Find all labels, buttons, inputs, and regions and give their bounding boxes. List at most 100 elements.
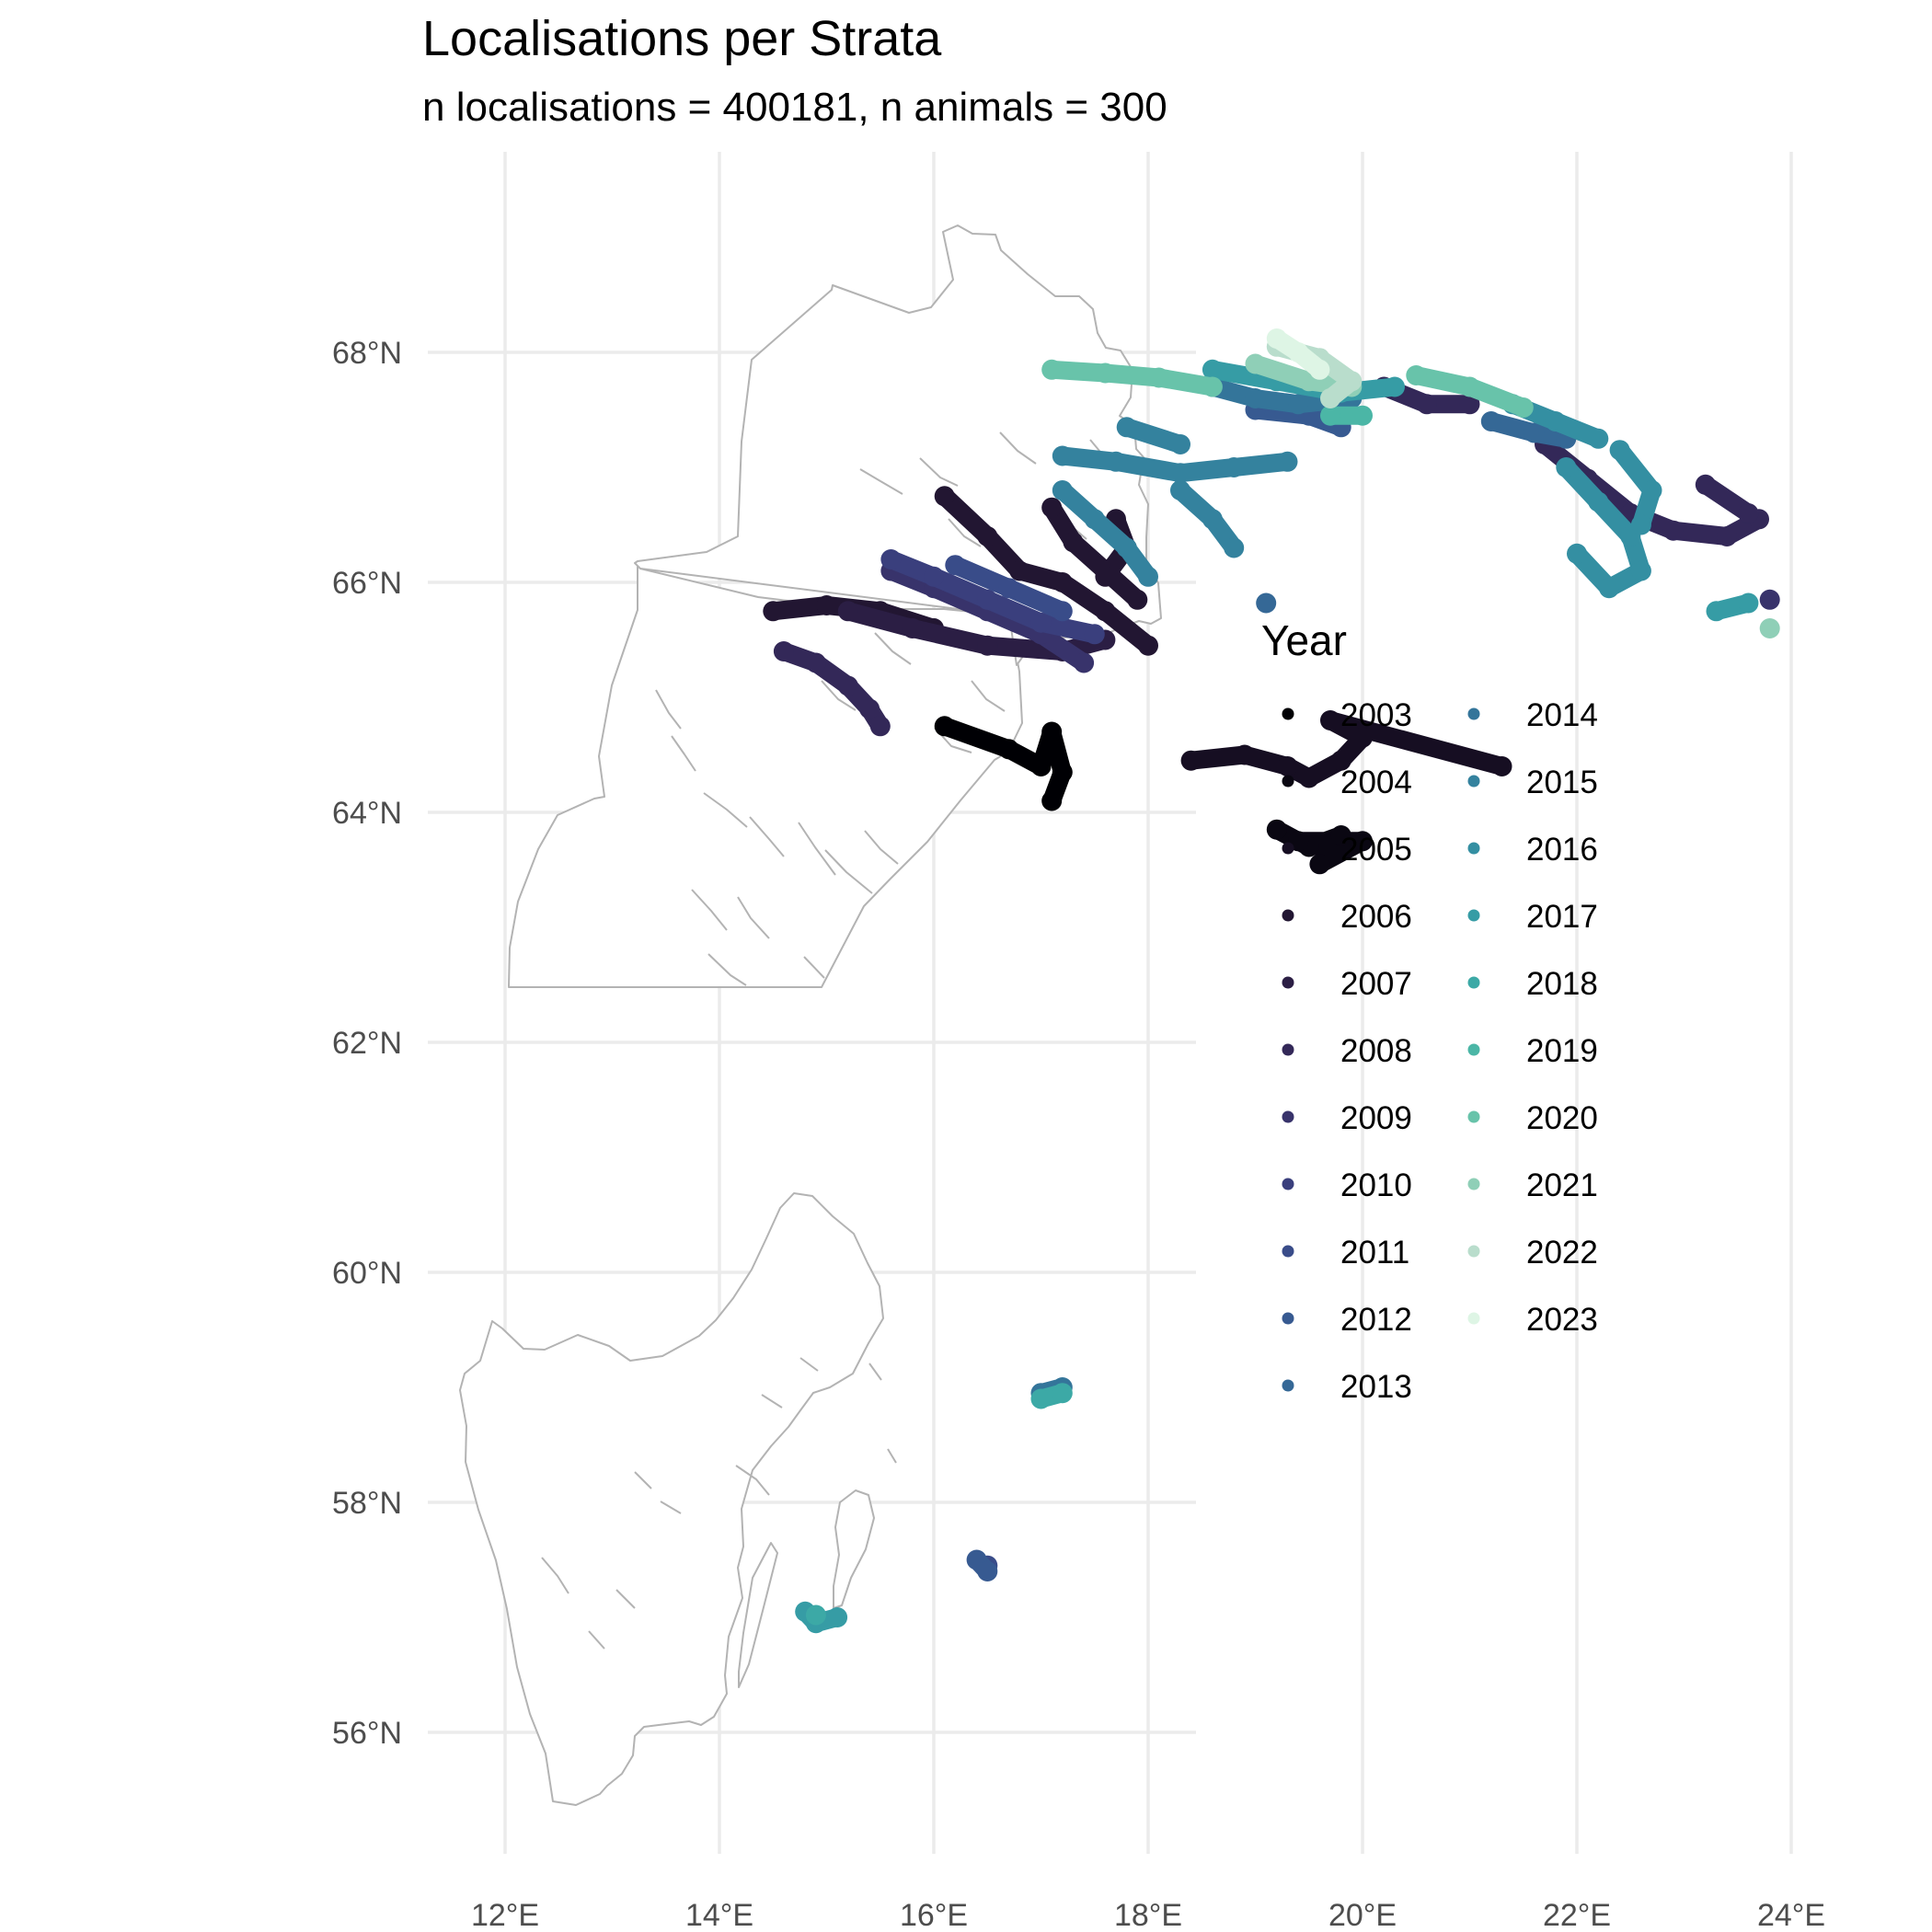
x-tick-label: 18°E	[1114, 1898, 1182, 1932]
location-point-2006	[1095, 566, 1116, 587]
location-point-2021	[1759, 618, 1780, 638]
legend-label: 2021	[1526, 1167, 1598, 1203]
y-axis-ticks: 56°N 58°N 60°N 62°N 64°N 66°N 68°N	[332, 336, 402, 1751]
location-point-2016	[1556, 457, 1577, 477]
y-tick-label: 68°N	[332, 336, 402, 371]
legend-item: 2018	[1467, 966, 1598, 1002]
location-point-2019	[1352, 405, 1373, 426]
location-point-2013	[1256, 592, 1277, 614]
x-axis-ticks: 12°E 14°E 16°E 18°E 20°E 22°E 24°E	[471, 1898, 1825, 1932]
location-point-2016	[1588, 428, 1609, 449]
legend-key-dot	[1467, 909, 1480, 922]
legend-key-dot	[1467, 1043, 1480, 1056]
legend-item: 2008	[1282, 1033, 1412, 1069]
location-point-2016	[1630, 560, 1651, 581]
legend-key-dot	[1282, 775, 1294, 788]
legend-title: Year	[1261, 616, 1347, 664]
location-point-2008	[869, 716, 891, 737]
track-2020	[1042, 360, 1222, 397]
location-point-2003	[998, 739, 1019, 760]
y-tick-label: 56°N	[332, 1716, 402, 1751]
location-point-2003	[934, 716, 955, 737]
legend-key-dot	[1282, 1379, 1294, 1392]
location-point-2015	[1170, 463, 1190, 484]
location-point-2020	[1512, 397, 1534, 418]
tracks-layer	[763, 328, 1780, 1634]
location-point-2008	[1416, 394, 1437, 415]
location-point-2011	[1052, 601, 1073, 622]
legend-label: 2007	[1340, 966, 1412, 1002]
location-point-2014	[1245, 388, 1266, 408]
legend-key-dot	[1282, 976, 1294, 989]
location-point-2005	[1330, 750, 1351, 771]
location-point-2015	[1084, 509, 1105, 530]
location-point-2008	[1717, 526, 1738, 546]
location-point-2020	[1095, 362, 1116, 384]
location-point-2016	[1545, 411, 1566, 431]
legend-key-dot	[1467, 976, 1480, 989]
location-point-2010	[880, 549, 902, 569]
legend-key-dot	[1282, 1043, 1294, 1056]
y-tick-label: 62°N	[332, 1026, 402, 1061]
legend: Year 2003 2004 2005 2006 2007 2008 2009 2010 201…	[1261, 616, 1598, 1405]
legend-label: 2013	[1340, 1369, 1412, 1405]
location-point-2015	[1116, 537, 1137, 558]
legend-item: 2010	[1282, 1167, 1412, 1203]
basemap	[459, 224, 1162, 1806]
location-point-2005	[1491, 756, 1512, 776]
location-point-2003	[1052, 762, 1073, 783]
legend-label: 2022	[1526, 1235, 1598, 1271]
legend-key-dot	[1282, 842, 1294, 855]
y-tick-label: 60°N	[332, 1256, 402, 1291]
location-point-2007	[902, 618, 923, 638]
location-point-2007	[977, 635, 998, 656]
location-point-2015	[1224, 457, 1245, 477]
legend-key-dot	[1467, 1245, 1480, 1258]
north-stratum-upper	[634, 224, 1162, 666]
island-gotland	[833, 1489, 875, 1609]
x-tick-label: 16°E	[900, 1898, 968, 1932]
location-point-2013	[1480, 411, 1501, 431]
legend-item: 2022	[1467, 1235, 1598, 1271]
location-point-2015	[1277, 451, 1298, 472]
legend-item: 2003	[1282, 697, 1412, 733]
y-tick-label: 58°N	[332, 1486, 402, 1521]
location-point-2009	[1074, 652, 1095, 673]
location-point-2006	[816, 595, 837, 615]
legend-label: 2012	[1340, 1302, 1412, 1338]
south-stratum-outline	[459, 1192, 884, 1806]
location-point-2008	[773, 641, 794, 661]
legend-key-dot	[1282, 1178, 1294, 1190]
location-point-2016	[1588, 491, 1609, 512]
legend-item: 2023	[1467, 1302, 1598, 1338]
legend-label: 2009	[1340, 1100, 1412, 1136]
legend-label: 2016	[1526, 832, 1598, 868]
legend-item: 2017	[1467, 899, 1598, 935]
legend-key-dot	[1282, 707, 1294, 720]
legend-item: 2004	[1282, 765, 1412, 800]
location-point-2006	[1063, 532, 1084, 553]
y-tick-label: 66°N	[332, 566, 402, 601]
location-point-2017	[1706, 601, 1727, 622]
legend-label: 2020	[1526, 1100, 1598, 1136]
location-point-2022	[1320, 388, 1340, 408]
location-point-2017	[1385, 376, 1405, 397]
location-point-2007	[837, 601, 858, 622]
location-point-2016	[1599, 578, 1619, 599]
legend-item: 2007	[1282, 966, 1412, 1002]
legend-item: 2019	[1467, 1033, 1598, 1069]
legend-label: 2014	[1526, 697, 1598, 733]
location-point-2008	[805, 652, 826, 673]
location-point-2008	[1459, 394, 1480, 415]
location-point-2004	[1266, 819, 1287, 840]
x-tick-label: 22°E	[1543, 1898, 1611, 1932]
location-point-2015	[1116, 417, 1137, 438]
location-point-2008	[1695, 474, 1716, 495]
x-tick-label: 14°E	[685, 1898, 753, 1932]
x-tick-label: 20°E	[1328, 1898, 1397, 1932]
location-point-2004	[1352, 831, 1373, 852]
legend-item: 2012	[1282, 1302, 1412, 1338]
legend-label: 2011	[1340, 1235, 1409, 1271]
legend-key-dot	[1467, 775, 1480, 788]
legend-key-dot	[1282, 1245, 1294, 1258]
